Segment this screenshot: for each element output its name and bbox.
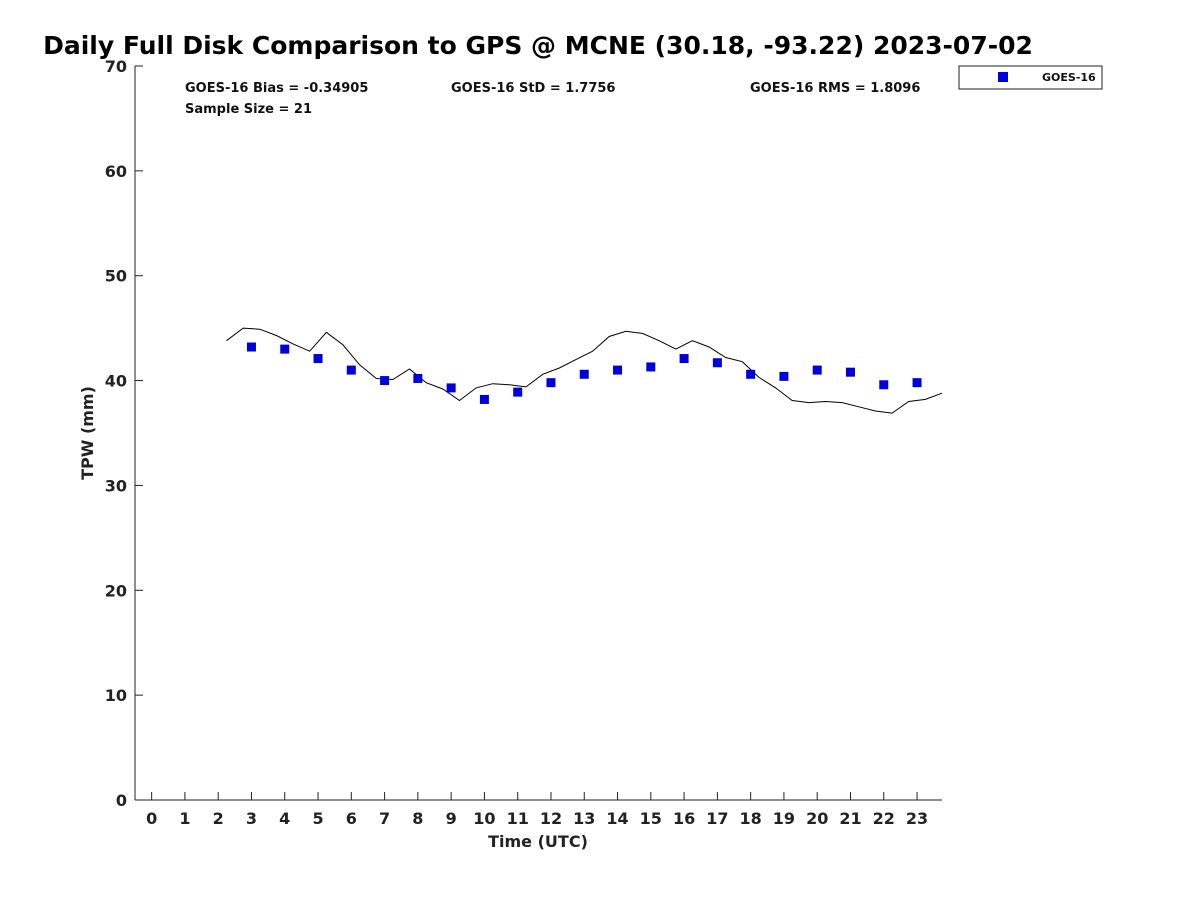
x-tick-label: 16	[673, 809, 695, 828]
goes16-data-point	[712, 358, 722, 368]
goes16-data-point	[812, 365, 822, 375]
goes16-data-point	[879, 380, 889, 390]
y-axis-label: TPW (mm)	[78, 386, 97, 480]
x-tick-label: 14	[606, 809, 628, 828]
x-tick-label: 6	[346, 809, 357, 828]
legend-box	[958, 65, 1103, 90]
x-tick-label: 9	[446, 809, 457, 828]
x-tick-label: 23	[906, 809, 928, 828]
goes16-data-point	[779, 371, 789, 381]
std-annotation: GOES-16 StD = 1.7756	[451, 81, 615, 96]
x-tick-label: 8	[412, 809, 423, 828]
goes16-data-point	[746, 369, 756, 379]
x-tick-label: 3	[246, 809, 257, 828]
goes16-data-point	[380, 376, 390, 386]
y-tick-label: 40	[105, 372, 127, 391]
legend: GOES-16	[958, 65, 1103, 90]
chart-title: Daily Full Disk Comparison to GPS @ MCNE…	[43, 31, 1033, 60]
x-tick-label: 2	[213, 809, 224, 828]
y-ticks: 0 10 20 30 40 50 60 70	[105, 57, 143, 810]
goes16-data-point	[479, 394, 489, 404]
x-tick-label: 15	[640, 809, 662, 828]
x-tick-label: 21	[839, 809, 861, 828]
goes16-data-point	[313, 354, 323, 364]
y-tick-label: 20	[105, 581, 127, 600]
goes16-data-point	[546, 378, 556, 388]
bias-annotation: GOES-16 Bias = -0.34905	[185, 81, 368, 96]
goes16-data-point	[246, 342, 256, 352]
legend-marker-square-icon	[998, 72, 1008, 82]
x-tick-label: 18	[740, 809, 762, 828]
legend-entry-goes16: GOES-16	[1042, 71, 1096, 84]
x-tick-label: 13	[573, 809, 595, 828]
x-tick-label: 22	[873, 809, 895, 828]
y-tick-label: 70	[105, 57, 127, 76]
x-tick-label: 7	[379, 809, 390, 828]
gps-line-series	[226, 327, 943, 414]
goes16-data-point	[280, 344, 290, 354]
sample-size-annotation: Sample Size = 21	[185, 102, 312, 117]
y-tick-label: 60	[105, 162, 127, 181]
x-tick-label: 10	[473, 809, 495, 828]
goes16-data-point	[346, 365, 356, 375]
x-tick-label: 5	[312, 809, 323, 828]
x-tick-label: 0	[146, 809, 157, 828]
goes16-point-series	[246, 342, 922, 404]
y-tick-label: 30	[105, 476, 127, 495]
x-tick-label: 1	[179, 809, 190, 828]
y-tick-label: 10	[105, 686, 127, 705]
x-tick-label: 17	[706, 809, 728, 828]
goes16-data-point	[413, 373, 423, 383]
x-tick-label: 12	[540, 809, 562, 828]
x-ticks: 0 1 2 3 4 5 6 7 8 9 10 11 12 13 14 15 16 17 18 19 20 21 22 23	[146, 792, 928, 828]
x-tick-label: 4	[279, 809, 290, 828]
x-tick-label: 19	[773, 809, 795, 828]
x-tick-label: 11	[507, 809, 529, 828]
goes16-data-point	[646, 362, 656, 372]
goes16-data-point	[845, 367, 855, 377]
stats-annotations: GOES-16 Bias = -0.34905 GOES-16 StD = 1.…	[185, 81, 920, 117]
y-tick-label: 0	[116, 791, 127, 810]
x-axis-label: Time (UTC)	[488, 832, 588, 851]
goes16-data-point	[446, 383, 456, 393]
goes16-data-point	[513, 387, 523, 397]
gps-tpw-line	[226, 327, 943, 414]
goes16-data-point	[613, 365, 623, 375]
y-tick-label: 50	[105, 267, 127, 286]
rms-annotation: GOES-16 RMS = 1.8096	[750, 81, 920, 96]
plot-axes	[134, 66, 942, 801]
goes16-data-point	[579, 369, 589, 379]
goes16-data-point	[912, 378, 922, 388]
x-tick-label: 20	[806, 809, 828, 828]
goes16-data-point	[679, 354, 689, 364]
